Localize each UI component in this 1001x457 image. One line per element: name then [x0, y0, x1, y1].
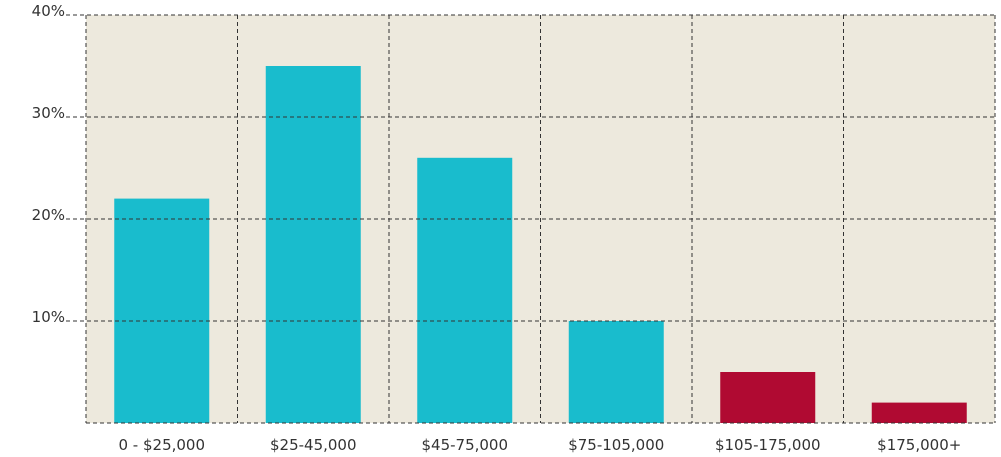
- y-tick-label: 40%: [32, 2, 65, 20]
- y-tick-label: 30%: [32, 104, 65, 122]
- x-tick-label: $105-175,000: [715, 436, 821, 454]
- bar: [720, 372, 816, 423]
- bar: [417, 157, 513, 424]
- x-tick-label: $175,000+: [877, 436, 961, 454]
- x-tick-label: $75-105,000: [568, 436, 664, 454]
- x-tick-label: $45-75,000: [421, 436, 508, 454]
- x-tick-label: $25-45,000: [270, 436, 357, 454]
- bar: [114, 198, 210, 423]
- bar: [265, 66, 361, 423]
- y-tick-label: 20%: [32, 206, 65, 224]
- y-tick-label: 10%: [32, 308, 65, 326]
- bar: [871, 402, 967, 423]
- x-tick-label: 0 - $25,000: [118, 436, 205, 454]
- bar: [568, 321, 664, 423]
